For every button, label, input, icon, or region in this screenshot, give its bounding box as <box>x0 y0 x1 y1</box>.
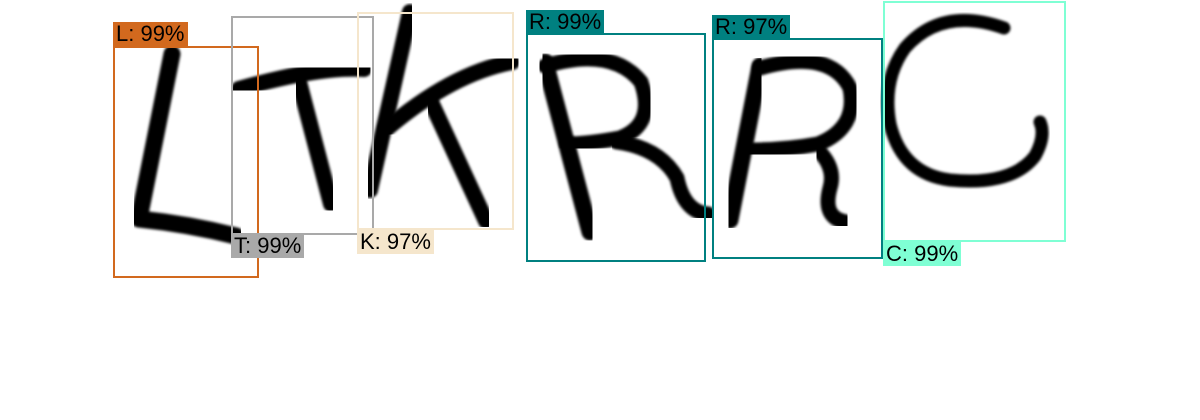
detection-box-l <box>113 46 259 278</box>
detection-label-k: K: 97% <box>357 230 434 254</box>
detection-box-k <box>357 12 514 230</box>
detection-label-t: T: 99% <box>231 234 305 258</box>
detection-box-t <box>231 16 374 235</box>
detection-label-r-2: R: 97% <box>712 15 791 39</box>
detection-box-r-1 <box>526 33 706 262</box>
detection-label-l: L: 99% <box>113 22 188 46</box>
detection-label-r-1: R: 99% <box>526 10 605 34</box>
detection-label-c: C: 99% <box>883 242 962 266</box>
detection-box-r-2 <box>712 38 883 259</box>
detection-box-c <box>883 1 1066 242</box>
